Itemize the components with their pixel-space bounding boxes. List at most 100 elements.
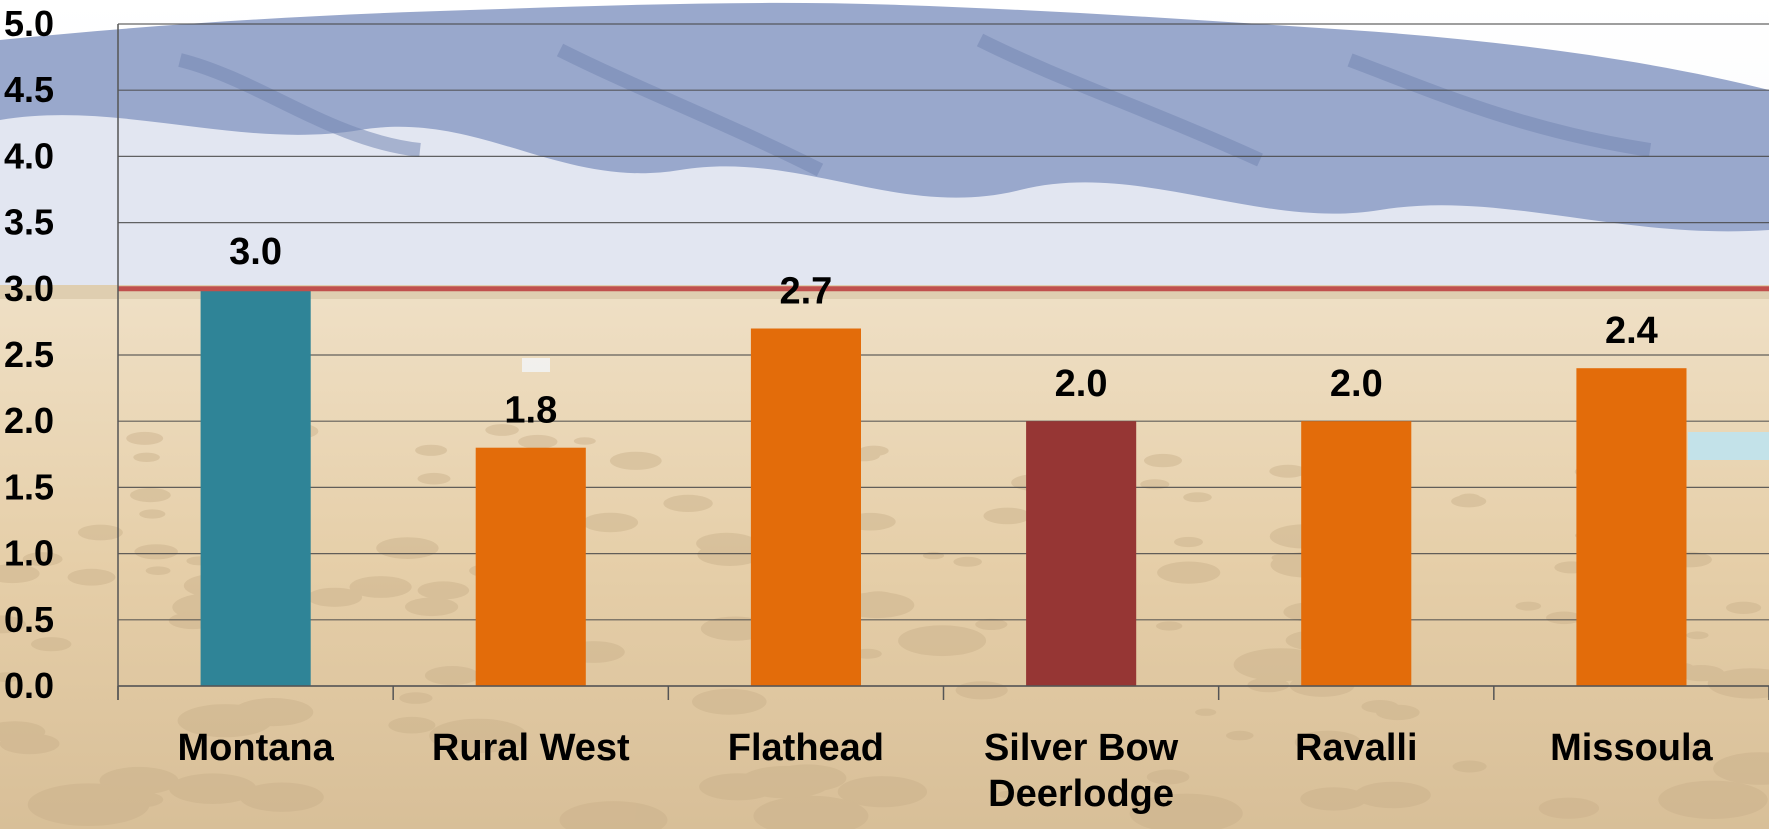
brush-clump xyxy=(1300,787,1367,811)
brush-clump xyxy=(1361,700,1399,713)
brush-clump xyxy=(1144,453,1182,468)
brush-clump xyxy=(77,524,123,541)
y-tick-label: 3.0 xyxy=(4,268,54,309)
data-label: 2.4 xyxy=(1605,310,1658,352)
brush-clump xyxy=(31,637,72,652)
y-tick-label: 5.0 xyxy=(4,3,54,44)
brush-clump xyxy=(99,766,179,795)
bars xyxy=(200,288,1687,686)
brush-clump xyxy=(0,672,21,683)
brush-clump xyxy=(799,770,830,781)
brush-clump xyxy=(134,544,178,560)
data-label: 2.7 xyxy=(779,271,832,313)
brush-clump xyxy=(0,564,40,584)
brush-clump xyxy=(145,566,171,575)
x-tick-label-line: Silver Bow xyxy=(984,727,1179,769)
brush-clump xyxy=(859,445,889,456)
brush-clump xyxy=(851,597,908,617)
brush-clump xyxy=(767,764,847,792)
brush-clump xyxy=(898,625,987,657)
x-tick-label: Missoula xyxy=(1550,727,1713,769)
y-tick-label: 4.5 xyxy=(4,69,54,110)
brush-clump xyxy=(573,437,596,445)
brush-clump xyxy=(1735,687,1769,699)
x-tick-label-line: Flathead xyxy=(728,727,884,769)
brush-clump xyxy=(1294,730,1362,754)
x-tick-label-line: Missoula xyxy=(1550,727,1713,769)
brush-clump xyxy=(663,494,713,512)
brush-clump xyxy=(27,783,150,826)
mountain-ridges xyxy=(178,33,1652,177)
axes xyxy=(117,24,1769,700)
brush-clump xyxy=(1247,677,1290,693)
brush-clump xyxy=(1538,797,1600,819)
bar xyxy=(1026,421,1137,686)
brush-clump xyxy=(1686,631,1709,640)
x-tick-label: Silver Bow Deerlodge xyxy=(984,727,1179,815)
x-tick-label-line: Montana xyxy=(177,727,334,769)
bar xyxy=(750,328,861,686)
brush-clump xyxy=(133,452,160,462)
brush-clump xyxy=(1452,760,1487,773)
y-tick-label: 0.5 xyxy=(4,599,54,640)
bar xyxy=(1576,368,1687,686)
brush-clump xyxy=(399,692,433,704)
y-tick-label: 3.5 xyxy=(4,202,54,243)
data-label: 1.8 xyxy=(504,390,557,432)
brush-clump xyxy=(383,581,406,590)
brush-clump xyxy=(696,532,758,555)
x-tick-label: Montana xyxy=(177,727,334,769)
data-label: 2.0 xyxy=(1330,363,1383,405)
brush-clump xyxy=(1726,601,1762,614)
snow-slopes xyxy=(0,115,1769,290)
brush-clump xyxy=(1658,780,1768,819)
labels: 0.0 0.5 1.0 1.5 2.0 2.5 3.0 3.5 4.0 4.5 5.0 3.0 1.8 2… xyxy=(4,3,1714,815)
brush-clump xyxy=(1183,492,1212,503)
brush-clump xyxy=(753,795,869,829)
brush-clump xyxy=(239,782,324,812)
y-tick-label: 1.0 xyxy=(4,533,54,574)
brush-clump xyxy=(953,556,982,567)
bar xyxy=(1301,421,1412,686)
brush-clump xyxy=(997,790,1020,799)
brush-clump xyxy=(402,720,435,733)
brush-clump xyxy=(417,472,451,485)
brush-clump xyxy=(692,688,767,715)
brush-clump xyxy=(0,721,46,743)
x-tick-label: Ravalli xyxy=(1295,727,1418,769)
brush-clump xyxy=(1269,464,1307,478)
data-label: 3.0 xyxy=(229,231,282,273)
brush-clump xyxy=(1157,561,1221,584)
brush-clump xyxy=(376,537,439,559)
brush-clump xyxy=(983,507,1032,525)
brush-clump xyxy=(1644,739,1703,761)
brush-clump xyxy=(415,444,448,456)
brush-clump xyxy=(559,801,668,829)
brush-clump xyxy=(22,552,63,567)
bar xyxy=(200,288,311,686)
brush-clump xyxy=(697,543,763,566)
brush-clump xyxy=(1156,621,1183,631)
brush-clump xyxy=(1451,495,1487,508)
brush-clump xyxy=(1678,665,1725,682)
brush-clump xyxy=(1713,752,1769,785)
brush-clump xyxy=(1707,668,1769,699)
brush-clump xyxy=(1271,553,1294,562)
brush-clump xyxy=(518,434,558,449)
brush-clump xyxy=(1226,730,1254,741)
farm-building xyxy=(522,358,550,372)
brush-clump xyxy=(1129,793,1243,829)
brush-clump xyxy=(1546,611,1582,625)
x-tick-label-line: Ravalli xyxy=(1295,727,1418,769)
brush-clump xyxy=(837,776,928,808)
data-label: 2.0 xyxy=(1055,363,1108,405)
brush-clump xyxy=(118,791,164,808)
bar xyxy=(475,447,586,686)
brush-clump xyxy=(0,733,60,755)
brush-clump xyxy=(609,451,662,470)
brush-clump xyxy=(1174,536,1203,548)
brush-clump xyxy=(1146,769,1190,785)
brush-clump xyxy=(739,765,832,799)
